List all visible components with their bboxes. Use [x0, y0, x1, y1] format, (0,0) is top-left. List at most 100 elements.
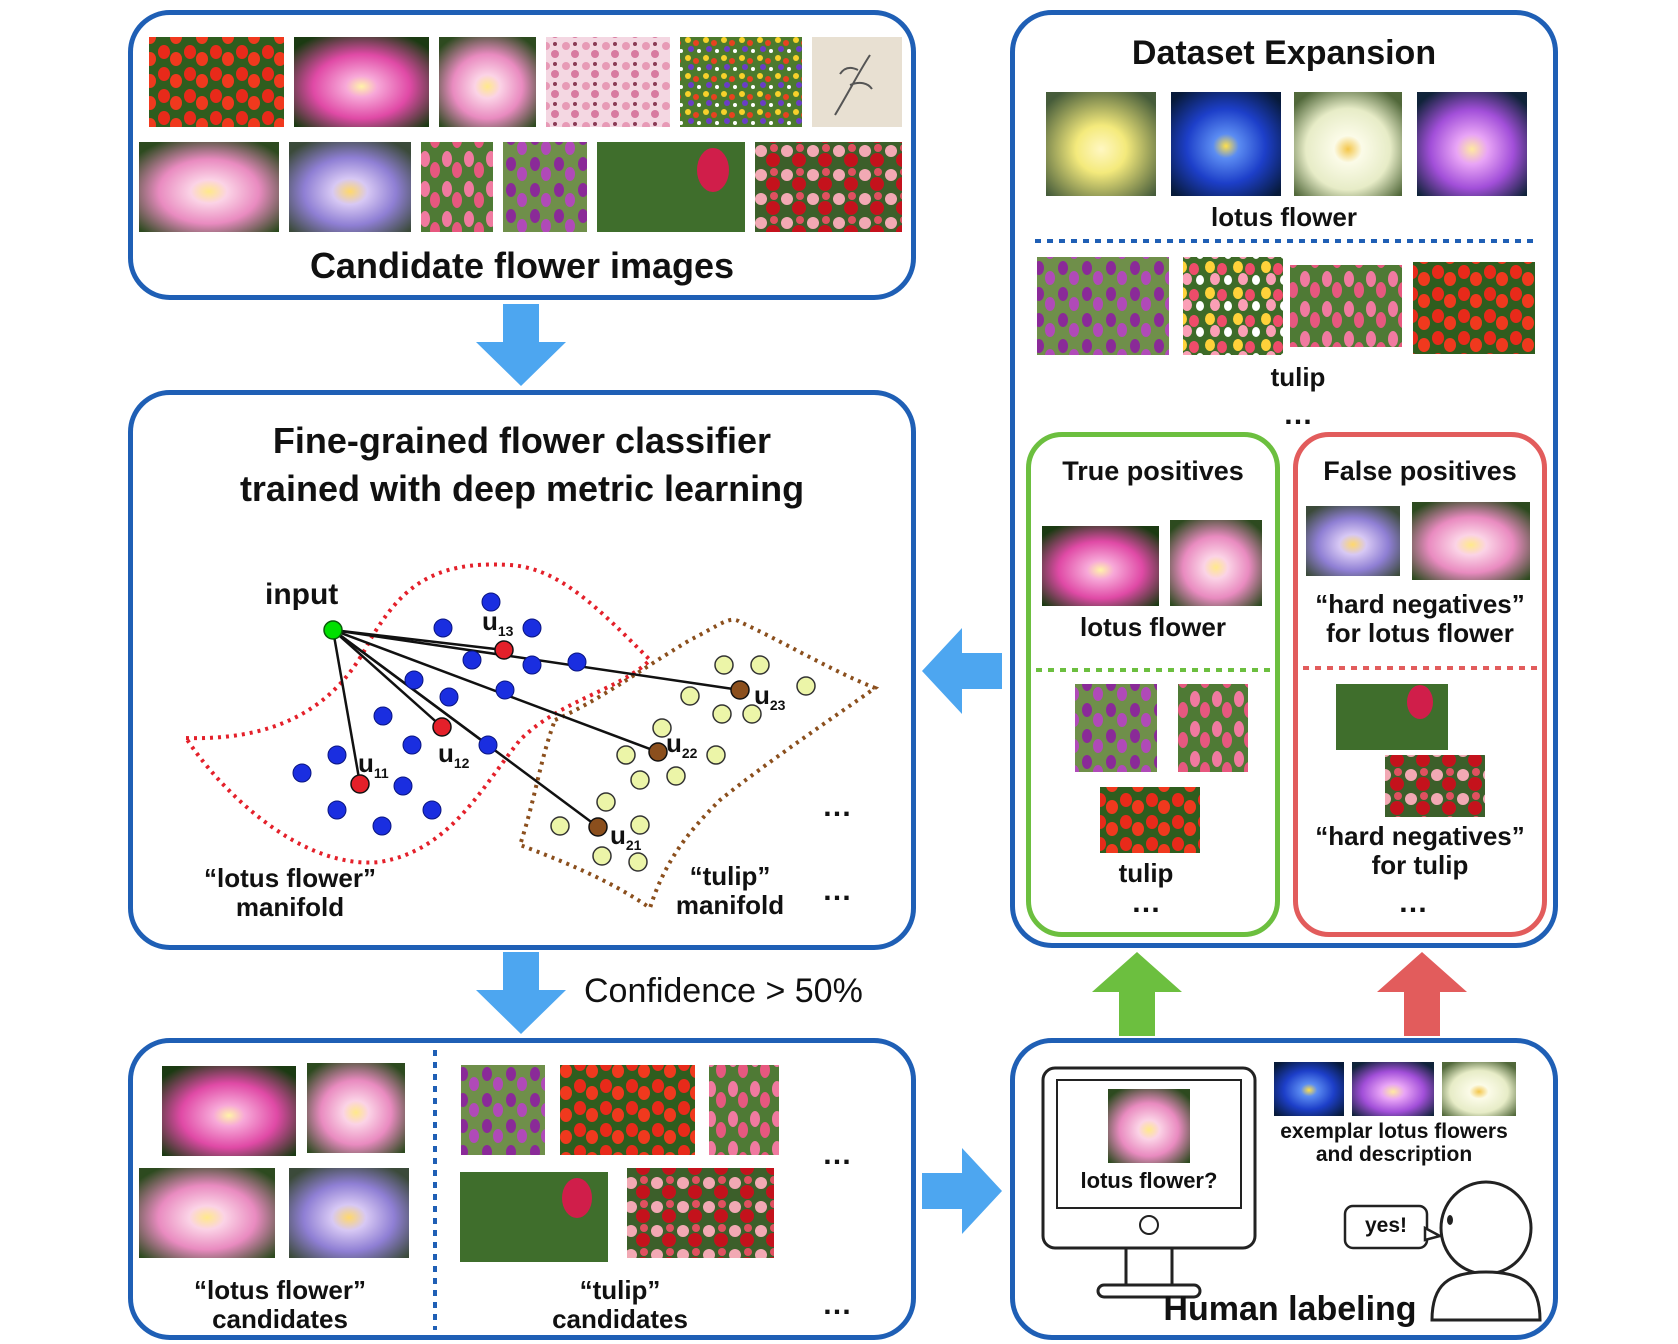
more-classes-ellipsis: …	[822, 790, 852, 823]
lotus-point	[481, 592, 501, 612]
u13-label: u13	[482, 606, 514, 640]
tulip-point	[712, 704, 732, 724]
photo-violet-lotus	[1306, 506, 1400, 576]
more-manifolds-ellipsis: …	[822, 874, 852, 907]
lotus-point	[439, 687, 459, 707]
photo-pale-lotus	[1170, 520, 1262, 606]
photo-red-tulips	[1413, 262, 1535, 354]
photo-cherry-blossom	[546, 37, 670, 127]
tulip-point	[630, 770, 650, 790]
lotus-point	[422, 800, 442, 820]
true-positives-tulip-label: tulip	[1118, 858, 1174, 888]
more-candidates-ellipsis-bottom: …	[822, 1288, 852, 1321]
classifier-title-line2: trained with deep metric learning	[239, 468, 805, 509]
input-point	[323, 620, 343, 640]
photo-lotus-dark	[1412, 502, 1530, 580]
hard-negatives-lotus-label: “hard negatives” for lotus flower	[1315, 589, 1525, 648]
u21-label: u21	[610, 820, 642, 854]
lotus-point	[373, 706, 393, 726]
photo-red-tulips	[149, 37, 284, 127]
hard-negatives-tulip-label: “hard negatives” for tulip	[1315, 821, 1525, 880]
more-candidates-ellipsis: …	[822, 1138, 852, 1171]
true-positives-lotus-label: lotus flower	[1080, 612, 1226, 642]
lotus-point	[462, 650, 482, 670]
photo-purple-tulips	[503, 142, 587, 232]
photo-purple-lotus	[1417, 92, 1527, 196]
arrow-right-icon	[922, 1148, 1002, 1234]
tulip-point	[592, 846, 612, 866]
classifier-title-line1: Fine-grained flower classifier	[272, 420, 772, 461]
photo-red-tulips	[560, 1065, 695, 1155]
u23-point	[730, 680, 750, 700]
tulip-point	[652, 718, 672, 738]
photo-pink-tulips	[421, 142, 493, 232]
lotus-candidates-label: “lotus flower” candidates	[194, 1275, 366, 1334]
arrow-down-icon	[476, 952, 566, 1034]
photo-pink-tulips	[709, 1065, 779, 1155]
true-positives-ellipsis: …	[1131, 886, 1161, 919]
tulip-manifold-boundary	[517, 617, 880, 912]
lotus-point	[567, 652, 587, 672]
input-label: input	[265, 578, 339, 611]
photo-purple-tulips	[1037, 257, 1169, 355]
tulip-point	[742, 704, 762, 724]
arrow-up-red-icon	[1377, 952, 1467, 1036]
photo-roses	[755, 142, 902, 232]
lotus-point	[522, 655, 542, 675]
expansion-title: Dataset Expansion	[1131, 34, 1437, 72]
photo-pale-lotus	[1108, 1089, 1190, 1163]
photo-lotus-dark	[139, 1168, 275, 1258]
lotus-point	[327, 745, 347, 765]
photo-pink-lotus	[1042, 526, 1159, 606]
photo-roses	[627, 1168, 774, 1258]
u22-label: u22	[666, 728, 698, 762]
photo-pink-lotus	[162, 1066, 296, 1156]
lotus-point	[372, 816, 392, 836]
u12-point	[432, 717, 452, 737]
lotus-manifold-boundary	[182, 562, 653, 865]
photo-blue-lotus	[1171, 92, 1281, 196]
lotus-point	[404, 670, 424, 690]
u23-label: u23	[754, 680, 786, 714]
expansion-tulip-label: tulip	[1270, 362, 1326, 392]
tulip-point	[680, 686, 700, 706]
photo-pale-lotus	[307, 1063, 405, 1153]
false-positive-images	[1303, 502, 1537, 817]
photo-violet-lotus	[289, 1168, 409, 1258]
lotus-point	[522, 618, 542, 638]
u11-point	[350, 774, 370, 794]
photo-yellow-lotus	[1046, 92, 1156, 196]
expansion-lotus-label: lotus flower	[1211, 202, 1357, 232]
photo-pink-tulips	[1178, 684, 1248, 772]
photo-red-tulips	[1100, 787, 1200, 853]
arrow-down-icon	[476, 304, 566, 386]
photo-lotus-dark	[139, 142, 279, 232]
tulip-point	[596, 792, 616, 812]
true-positive-images	[1036, 520, 1270, 853]
photo-garden-flowers	[680, 37, 802, 127]
tulip-point	[616, 745, 636, 765]
tulip-point	[666, 766, 686, 786]
lotus-point	[327, 800, 347, 820]
tulip-point	[630, 815, 650, 835]
tulip-point	[550, 816, 570, 836]
photo-pink-lotus	[294, 37, 429, 127]
true-positives-title: True positives	[1062, 456, 1244, 486]
lotus-point	[478, 735, 498, 755]
person-icon	[1430, 1180, 1542, 1322]
metric-space-diagram	[182, 562, 880, 912]
candidates-title: Candidate flower images	[309, 245, 735, 286]
lotus-point	[292, 763, 312, 783]
lotus-point	[402, 735, 422, 755]
confidence-threshold: Confidence > 50%	[584, 972, 863, 1010]
photo-blue-lotus	[1274, 1062, 1344, 1116]
tulip-manifold-label: “tulip” manifold	[675, 861, 785, 920]
tulip-candidates-label: “tulip” candidates	[552, 1275, 688, 1334]
false-positives-ellipsis: …	[1398, 886, 1428, 919]
photo-violet-lotus	[289, 142, 411, 232]
u12-label: u12	[438, 738, 470, 772]
false-positives-title: False positives	[1323, 456, 1517, 486]
photo-white-lotus	[1294, 92, 1402, 196]
lotus-manifold-label: “lotus flower” manifold	[204, 863, 376, 922]
labeling-illustration	[1041, 1062, 1542, 1322]
